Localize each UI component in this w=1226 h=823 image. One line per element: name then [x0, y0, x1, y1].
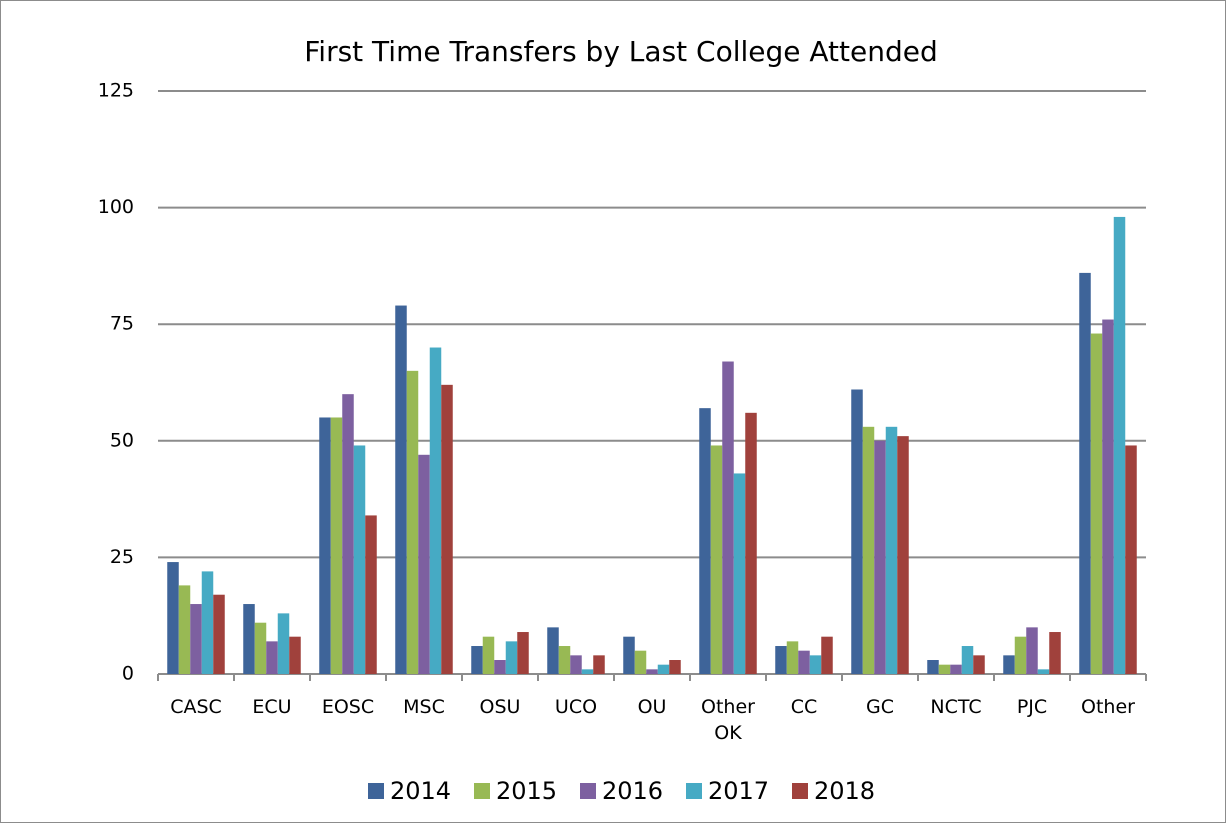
legend-swatch	[792, 783, 808, 799]
bar	[669, 660, 681, 674]
bar	[517, 632, 529, 674]
bar	[722, 361, 734, 674]
bar	[874, 440, 886, 674]
legend-label: 2016	[602, 777, 663, 805]
bar	[547, 627, 559, 674]
bar	[927, 660, 939, 674]
bar	[167, 562, 179, 674]
bar	[482, 636, 495, 674]
bar	[593, 655, 605, 674]
bar	[330, 417, 343, 674]
bar	[973, 655, 985, 674]
bar	[505, 641, 518, 674]
bar	[1049, 632, 1061, 674]
bar	[570, 655, 582, 674]
y-tick-label: 100	[98, 196, 134, 218]
bar	[342, 394, 354, 674]
bar	[885, 426, 898, 674]
bar	[429, 347, 442, 674]
bar	[1037, 669, 1050, 674]
legend-swatch	[686, 783, 702, 799]
bar	[254, 622, 267, 674]
bar	[938, 664, 951, 674]
x-tick-label: ECU	[252, 696, 292, 718]
bar	[190, 604, 202, 674]
legend-swatch	[368, 783, 384, 799]
bar	[418, 454, 430, 674]
bar	[786, 641, 799, 674]
legend-label: 2015	[496, 777, 557, 805]
bar	[1125, 445, 1137, 674]
bar	[178, 585, 191, 674]
bar	[821, 636, 833, 674]
bar	[950, 664, 962, 674]
bar	[699, 408, 711, 674]
x-tick-label: CC	[790, 696, 818, 718]
x-tick-label: Other OK	[701, 696, 755, 744]
bar	[710, 445, 723, 674]
bar	[809, 655, 822, 674]
bar	[1026, 627, 1038, 674]
bar	[581, 669, 594, 674]
x-tick-label: OU	[637, 696, 667, 718]
x-tick-label: EOSC	[321, 696, 375, 718]
bar	[733, 473, 746, 674]
bar	[851, 389, 863, 674]
bar	[201, 571, 214, 674]
bar	[745, 412, 757, 674]
bar	[353, 445, 366, 674]
bar	[395, 305, 407, 674]
bar	[319, 417, 331, 674]
bar	[623, 636, 635, 674]
bar	[798, 650, 810, 674]
bar	[441, 384, 453, 674]
legend-swatch	[580, 783, 596, 799]
x-tick-label: GC	[866, 696, 894, 718]
chart-title: First Time Transfers by Last College Att…	[304, 35, 938, 68]
bar	[494, 660, 506, 674]
bar	[213, 594, 225, 674]
bar	[1079, 272, 1091, 674]
legend-label: 2014	[390, 777, 451, 805]
legend-swatch	[474, 783, 490, 799]
bar	[961, 646, 974, 674]
x-tick-label: CASC	[170, 696, 222, 718]
legend-label: 2018	[814, 777, 875, 805]
y-tick-label: 125	[98, 80, 134, 102]
bar	[1113, 216, 1126, 675]
bar	[289, 636, 301, 674]
bar	[277, 613, 290, 674]
x-tick-label: MSC	[403, 696, 445, 718]
x-tick-label: PJC	[1016, 696, 1048, 718]
y-tick-label: 25	[110, 546, 134, 568]
x-tick-label: Other	[1081, 696, 1135, 718]
x-tick-label: UCO	[554, 696, 598, 718]
bar	[1090, 333, 1103, 674]
bar	[1014, 636, 1027, 674]
bar	[558, 646, 571, 674]
bar	[365, 515, 377, 674]
y-tick-label: 50	[110, 429, 134, 451]
x-tick-label: OSU	[479, 696, 521, 718]
y-tick-label: 75	[110, 313, 134, 335]
legend-label: 2017	[708, 777, 769, 805]
bar	[471, 646, 483, 674]
bar	[646, 669, 658, 674]
bar	[775, 646, 787, 674]
y-tick-label: 0	[122, 663, 134, 685]
bar	[1003, 655, 1015, 674]
bar	[243, 604, 255, 674]
bar	[862, 426, 875, 674]
bar	[634, 650, 647, 674]
bar	[897, 436, 909, 674]
x-tick-label: NCTC	[930, 696, 982, 718]
bar	[657, 664, 670, 674]
bar	[406, 370, 419, 674]
bar	[1102, 319, 1114, 674]
bar	[266, 641, 278, 674]
